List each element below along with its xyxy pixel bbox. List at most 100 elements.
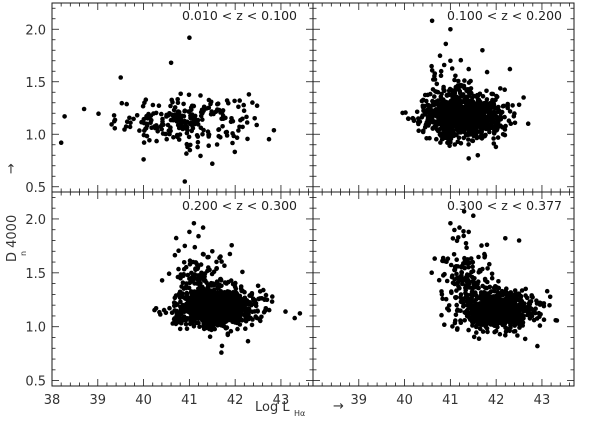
data-point [209,288,214,294]
data-point [432,71,438,76]
data-point [454,100,460,105]
x-tick-label: 42 [227,393,244,408]
data-point [210,317,216,323]
data-point [492,288,497,294]
data-point [493,144,499,150]
data-point [505,101,511,107]
data-point [466,109,471,114]
data-point [472,280,477,285]
y-tick-label: 0.5 [25,181,46,196]
data-point [172,252,178,258]
data-point [173,321,179,327]
data-point [252,116,257,121]
data-point [228,278,234,283]
data-point [140,103,146,109]
data-point [474,133,479,139]
data-point [420,103,426,109]
data-point [184,301,189,307]
data-point [443,41,449,47]
data-point [163,131,168,137]
data-point [119,100,125,106]
data-point [497,312,502,317]
data-point [232,149,238,155]
data-point [436,277,442,283]
data-point [442,322,447,328]
data-point [187,229,192,235]
data-point [517,322,522,328]
data-point [491,304,497,309]
data-point [230,293,235,299]
data-point [187,35,192,40]
data-point [466,315,472,320]
data-point [253,314,258,319]
scatter-points [429,209,560,349]
data-point [228,328,234,334]
data-point [475,97,481,103]
data-point [174,132,180,138]
data-point [216,127,222,132]
data-point [536,310,542,316]
data-point [196,277,201,283]
data-point [176,248,181,253]
data-point [452,77,457,83]
data-point [441,97,446,102]
data-point [448,58,453,64]
data-point [480,126,486,131]
data-point [439,122,444,127]
y-tick-label: 2.0 [25,23,46,38]
data-point [500,125,505,130]
data-point [182,309,187,315]
data-point [469,274,475,280]
data-point [424,136,429,141]
scatter-points [152,221,303,355]
data-point [62,114,67,119]
x-tick-label: 39 [351,393,368,408]
data-point [184,151,189,156]
data-point [169,310,175,316]
data-point [431,77,436,82]
data-point [196,233,201,239]
data-point [187,147,193,153]
data-point [485,329,490,335]
data-point [462,318,468,323]
data-point [438,68,444,74]
data-point [253,303,259,309]
data-point [193,266,198,272]
data-point [255,283,261,289]
data-point [195,311,201,316]
data-point [137,128,142,133]
data-point [199,312,205,317]
y-axis-label-arrow: → [4,163,19,174]
data-point [466,137,471,142]
data-point [464,245,469,250]
data-point [508,325,513,330]
data-point [442,258,447,264]
data-point [450,324,455,329]
data-point [448,221,453,226]
data-point [224,325,230,330]
data-point [198,153,203,159]
data-point [464,97,470,103]
data-point [462,257,468,263]
data-point [433,99,439,104]
x-tick-label: 40 [396,393,413,408]
data-point [237,317,242,323]
data-point [176,109,182,115]
data-point [230,118,236,124]
data-point [447,118,452,123]
data-point [470,95,475,100]
data-point [177,289,183,295]
data-point [210,301,216,306]
data-point [196,286,201,292]
data-point [491,317,497,322]
data-point [236,294,241,299]
data-point [466,229,472,235]
data-point [537,323,543,328]
data-point [200,301,206,306]
data-point [191,221,197,226]
data-point [204,309,209,314]
data-point [217,290,223,295]
data-point [434,136,439,142]
data-point [433,123,439,128]
data-point [512,288,518,293]
